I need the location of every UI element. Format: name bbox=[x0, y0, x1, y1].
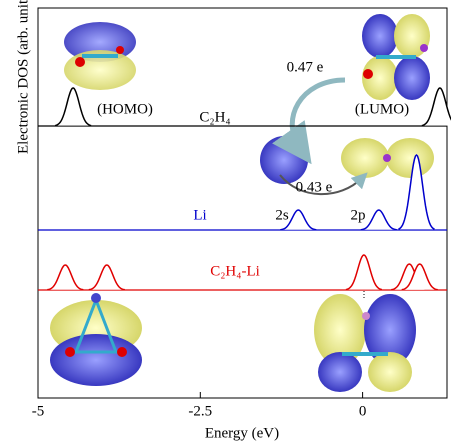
annotation: (LUMO) bbox=[355, 101, 409, 117]
li-p-orbital bbox=[341, 138, 434, 178]
dos-peak bbox=[280, 209, 317, 231]
series-label: C₂H₄-Li bbox=[210, 263, 260, 279]
x-tick-label: -2.5 bbox=[188, 403, 212, 419]
dos-peak bbox=[360, 209, 397, 231]
dos-peak bbox=[88, 264, 125, 291]
li-s-orbital bbox=[260, 136, 308, 184]
series-label: C₂H₄ bbox=[199, 109, 230, 125]
transfer-arrow bbox=[272, 77, 346, 165]
annotation: (HOMO) bbox=[97, 101, 153, 117]
dos-peak bbox=[47, 264, 84, 291]
complex-orbital-right bbox=[314, 294, 416, 392]
plot-frame bbox=[37, 7, 448, 399]
complex-orbital-left bbox=[50, 293, 142, 386]
homo-orbital bbox=[64, 22, 136, 90]
dos-peak bbox=[398, 153, 435, 230]
annotation: 2p bbox=[351, 207, 366, 223]
dos-peak bbox=[54, 87, 92, 127]
x-axis-label: Energy (eV) bbox=[205, 425, 279, 441]
transfer-arrow bbox=[279, 172, 368, 196]
annotation: 0.47 e bbox=[287, 59, 324, 75]
y-axis-label: Electronic DOS (arb. units) bbox=[15, 0, 31, 154]
dos-peak bbox=[421, 87, 451, 127]
x-tick-label: -5 bbox=[32, 403, 45, 419]
annotation: 2s bbox=[275, 207, 289, 223]
dos-peak bbox=[401, 263, 438, 291]
lumo-orbital bbox=[362, 14, 430, 100]
annotation: 0.43 e bbox=[296, 179, 333, 195]
series-label: Li bbox=[193, 207, 206, 223]
dos-peak bbox=[345, 254, 383, 291]
x-tick-label: 0 bbox=[359, 403, 367, 419]
